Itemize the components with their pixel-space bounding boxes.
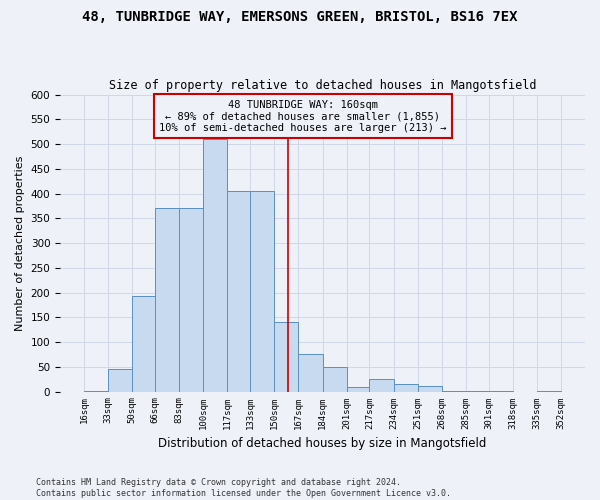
Text: 48, TUNBRIDGE WAY, EMERSONS GREEN, BRISTOL, BS16 7EX: 48, TUNBRIDGE WAY, EMERSONS GREEN, BRIST… (82, 10, 518, 24)
Bar (274, 322, 298, 392)
Title: Size of property relative to detached houses in Mangotsfield: Size of property relative to detached ho… (109, 79, 536, 92)
Bar (323, 367, 347, 392)
Bar (370, 379, 394, 392)
Bar (250, 191, 274, 392)
Bar (227, 191, 250, 392)
Bar (418, 386, 442, 392)
Bar (298, 354, 323, 392)
Bar (203, 139, 227, 392)
Bar (155, 208, 179, 392)
Bar (84, 390, 108, 392)
Bar (108, 370, 132, 392)
Bar (132, 296, 155, 392)
Bar (179, 208, 203, 392)
Bar (394, 384, 418, 392)
Text: 48 TUNBRIDGE WAY: 160sqm
← 89% of detached houses are smaller (1,855)
10% of sem: 48 TUNBRIDGE WAY: 160sqm ← 89% of detach… (159, 100, 446, 132)
Bar (347, 386, 370, 392)
X-axis label: Distribution of detached houses by size in Mangotsfield: Distribution of detached houses by size … (158, 437, 487, 450)
Y-axis label: Number of detached properties: Number of detached properties (15, 156, 25, 330)
Text: Contains HM Land Registry data © Crown copyright and database right 2024.
Contai: Contains HM Land Registry data © Crown c… (36, 478, 451, 498)
